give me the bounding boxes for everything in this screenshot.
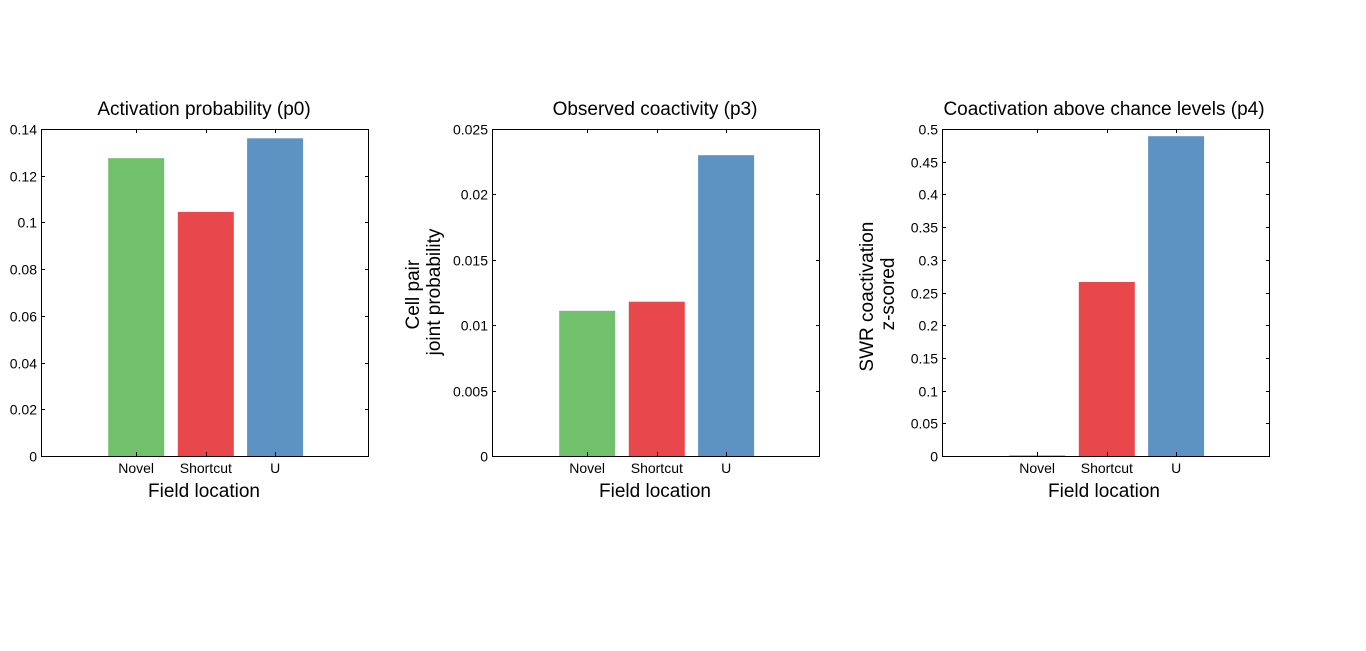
y-tick-label: 0.3 xyxy=(919,253,939,269)
y-tick-label: 0.04 xyxy=(10,356,37,372)
y-axis-label: SWR coactivation z-scored xyxy=(857,216,899,371)
y-axis-label-line: SWR coactivation xyxy=(857,222,878,372)
y-tick-label: 0.14 xyxy=(10,122,37,138)
plot-area: 0 0.005 0.01 0.015 0.02 0.025 Novel Shortcut U xyxy=(453,122,820,476)
bar-novel xyxy=(108,158,165,456)
y-tick-label: 0.15 xyxy=(911,351,938,367)
bar-shortcut xyxy=(628,301,685,456)
y-tick-label: 0.06 xyxy=(10,309,37,325)
x-tick-label: Novel xyxy=(1019,460,1055,476)
y-tick-label: 0.01 xyxy=(461,318,488,334)
y-tick-label: 0 xyxy=(480,449,488,465)
y-tick-label: 0.015 xyxy=(453,253,488,269)
y-axis-label-line: z-scored xyxy=(878,258,899,331)
x-tick-label: Shortcut xyxy=(631,460,683,476)
y-tick-label: 0 xyxy=(29,449,37,465)
y-tick-label: 0.4 xyxy=(919,187,939,203)
x-tick-label: Novel xyxy=(569,460,605,476)
y-tick-label: 0.005 xyxy=(453,384,488,400)
y-tick-label: 0.02 xyxy=(461,187,488,203)
x-tick-label: Shortcut xyxy=(1081,460,1133,476)
x-axis-label: Field location xyxy=(1048,481,1160,502)
y-tick-label: 0.08 xyxy=(10,262,37,278)
chart-panel-activation-probability: Activation probability (p0) 0 0.02 0.04 0.0… xyxy=(10,99,369,502)
bar-shortcut xyxy=(177,211,234,456)
bar-u xyxy=(1148,136,1205,456)
y-tick-label: 0.12 xyxy=(10,169,37,185)
bar-u xyxy=(247,138,304,457)
bar-shortcut xyxy=(1078,282,1135,456)
x-tick-label: U xyxy=(1171,460,1181,476)
y-tick-label: 0.25 xyxy=(911,286,938,302)
y-axis-label: Cell pair joint probability xyxy=(403,228,445,356)
y-tick-label: 0.02 xyxy=(10,402,37,418)
chart-panel-observed-coactivity: Observed coactivity (p3) 0 0.005 0.01 0.015… xyxy=(403,99,820,502)
y-tick-label: 0.025 xyxy=(453,122,488,138)
y-tick-label: 0.1 xyxy=(919,384,939,400)
x-axis-label: Field location xyxy=(148,481,260,502)
axes-box xyxy=(41,129,369,457)
y-tick-label: 0.1 xyxy=(18,215,38,231)
chart-title: Activation probability (p0) xyxy=(97,99,310,120)
y-tick-label: 0.2 xyxy=(919,318,939,334)
x-tick-label: Novel xyxy=(118,460,154,476)
x-tick-label: U xyxy=(721,460,731,476)
y-tick-label: 0.5 xyxy=(919,122,939,138)
bar-novel xyxy=(559,310,616,456)
chart-title: Coactivation above chance levels (p4) xyxy=(943,99,1264,120)
x-axis-label: Field location xyxy=(599,481,711,502)
y-tick-label: 0.05 xyxy=(911,416,938,432)
y-tick-label: 0.35 xyxy=(911,220,938,236)
chart-panel-coactivation-above-chance: Coactivation above chance levels (p4) 00… xyxy=(857,99,1270,502)
y-axis-label-line: Cell pair xyxy=(403,259,424,329)
chart-title: Observed coactivity (p3) xyxy=(553,99,758,120)
plot-area: 0 0.05 0.1 0.15 0.2 0.25 0.3 0.35 0.4 0.45 0.5 Nove… xyxy=(911,122,1270,476)
y-tick-label: 0.45 xyxy=(911,155,938,171)
x-tick-label: Shortcut xyxy=(180,460,232,476)
x-tick-label: U xyxy=(270,460,280,476)
bar-u xyxy=(698,155,755,456)
y-axis-label-line: joint probability xyxy=(424,228,445,356)
y-tick-label: 0 xyxy=(930,449,938,465)
axes-box xyxy=(492,129,820,457)
plot-area: 0 0.02 0.04 0.06 0.08 0.1 0.12 0.14 Novel Shortcu… xyxy=(10,122,369,476)
